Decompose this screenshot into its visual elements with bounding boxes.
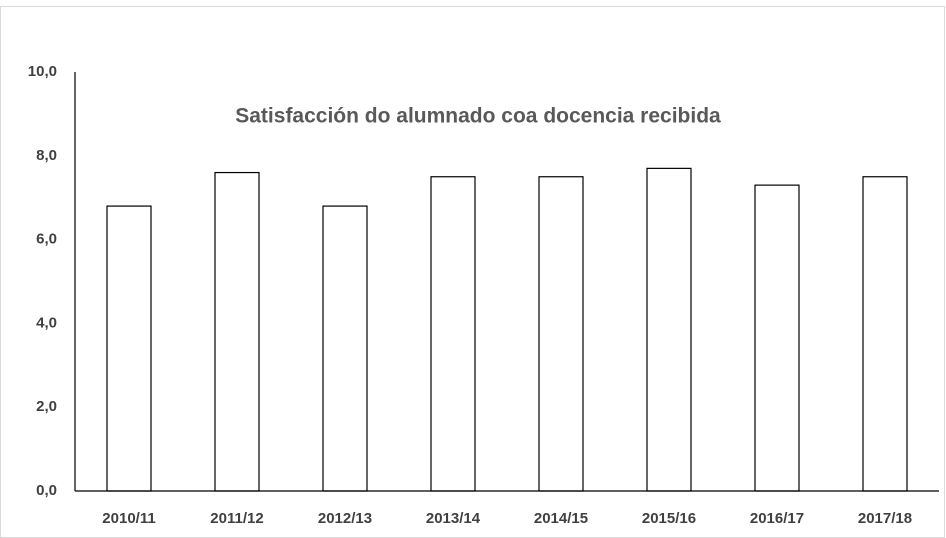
x-tick-label: 2013/14 (426, 510, 481, 527)
y-tick-label: 6,0 (36, 231, 57, 248)
bar (646, 167, 692, 492)
x-tick-label: 2016/17 (750, 510, 804, 527)
bar (862, 176, 908, 492)
bar (322, 205, 368, 492)
bar (430, 176, 476, 492)
y-tick-label: 0,0 (36, 482, 57, 499)
chart-title: Satisfacción do alumnado coa docencia re… (235, 105, 721, 128)
x-tick-label: 2010/11 (102, 510, 155, 527)
y-tick-label: 10,0 (28, 63, 57, 80)
y-tick-label: 8,0 (36, 147, 57, 164)
x-tick-label: 2014/15 (534, 510, 588, 527)
y-tick-label: 2,0 (36, 398, 57, 415)
x-tick-label: 2015/16 (642, 510, 696, 527)
x-tick-label: 2017/18 (858, 510, 912, 527)
bar (538, 176, 584, 492)
y-tick-label: 4,0 (36, 314, 57, 331)
x-tick-label: 2011/12 (210, 510, 263, 527)
bar (214, 171, 260, 492)
bar (106, 205, 152, 492)
x-tick-label: 2012/13 (318, 510, 372, 527)
bar (754, 184, 800, 492)
